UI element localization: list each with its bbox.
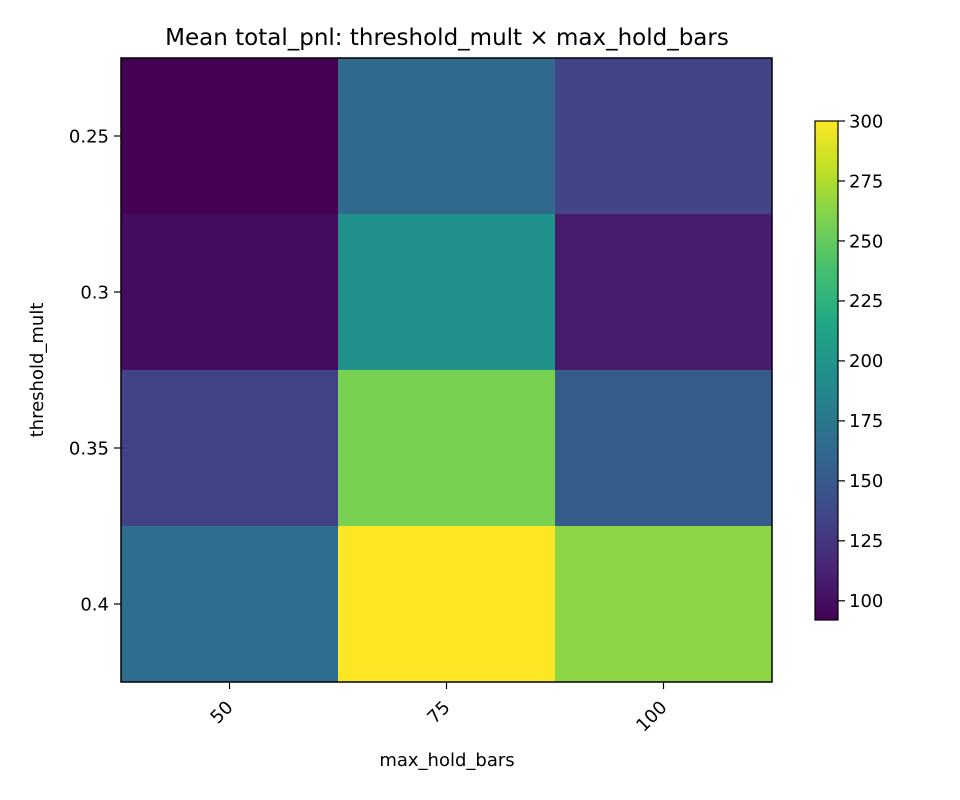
heatmap-cell (555, 58, 773, 215)
colorbar-tick-label: 225 (849, 291, 883, 312)
heatmap-cell (121, 526, 339, 683)
colorbar-tick-label: 300 (849, 111, 883, 132)
y-tick-label: 0.3 (80, 282, 109, 303)
heatmap-cell (338, 214, 556, 371)
heatmap-cell (555, 370, 773, 527)
heatmap-cell (121, 370, 339, 527)
heatmap-cell (555, 526, 773, 683)
y-tick-label: 0.4 (80, 594, 109, 615)
x-axis: 50 75 100 (206, 682, 671, 736)
colorbar-tick-label: 150 (849, 471, 883, 492)
colorbar-gradient (814, 120, 839, 621)
heatmap-cell (121, 214, 339, 371)
y-tick-label: 0.35 (69, 438, 109, 459)
colorbar: 100 125 150 175 200 225 250 275 300 (814, 111, 883, 621)
colorbar-tick-label: 125 (849, 531, 883, 552)
x-axis-label: max_hold_bars (379, 750, 514, 771)
heatmap-cell (338, 58, 556, 215)
x-tick-label: 75 (423, 697, 454, 728)
heatmap-cells (121, 58, 773, 683)
x-tick-label: 100 (632, 697, 671, 736)
y-axis-label: threshold_mult (27, 303, 48, 438)
colorbar-tick-label: 200 (849, 351, 883, 372)
heatmap-cell (338, 370, 556, 527)
chart-title: Mean total_pnl: threshold_mult × max_hol… (165, 25, 729, 51)
colorbar-tick-label: 175 (849, 411, 883, 432)
heatmap-cell (121, 58, 339, 215)
y-axis: 0.25 0.3 0.35 0.4 (69, 126, 121, 615)
colorbar-tick-label: 100 (849, 591, 883, 612)
heatmap-cell (338, 526, 556, 683)
colorbar-tick-label: 250 (849, 231, 883, 252)
colorbar-tick-label: 275 (849, 171, 883, 192)
x-tick-label: 50 (206, 697, 237, 728)
heatmap-cell (555, 214, 773, 371)
y-tick-label: 0.25 (69, 126, 109, 147)
